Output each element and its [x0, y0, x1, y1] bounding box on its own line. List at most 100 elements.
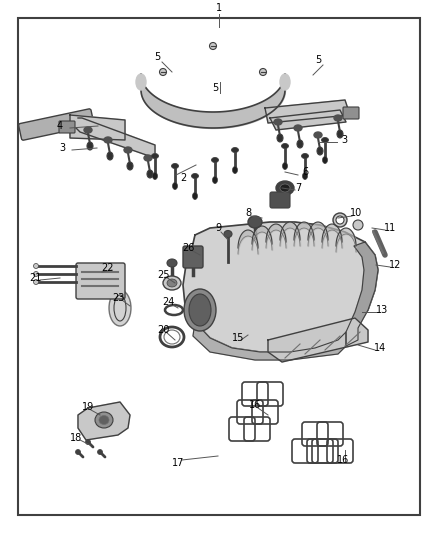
Ellipse shape	[322, 157, 328, 164]
Text: 25: 25	[157, 270, 169, 280]
Text: 5: 5	[154, 52, 160, 62]
Polygon shape	[70, 115, 125, 140]
Ellipse shape	[336, 216, 344, 224]
Text: 19: 19	[82, 402, 94, 412]
Polygon shape	[78, 402, 130, 440]
Ellipse shape	[167, 259, 177, 267]
Ellipse shape	[232, 148, 239, 152]
Text: 6: 6	[302, 167, 308, 177]
Ellipse shape	[152, 154, 159, 158]
Ellipse shape	[109, 290, 131, 326]
Ellipse shape	[321, 138, 328, 142]
Text: 11: 11	[384, 223, 396, 233]
Ellipse shape	[314, 132, 322, 138]
Ellipse shape	[212, 157, 219, 163]
Ellipse shape	[334, 115, 342, 121]
Text: 3: 3	[341, 135, 347, 145]
FancyBboxPatch shape	[270, 192, 290, 208]
Ellipse shape	[333, 213, 347, 227]
Text: 21: 21	[29, 273, 41, 283]
Text: 12: 12	[389, 260, 401, 270]
Ellipse shape	[95, 412, 113, 428]
Ellipse shape	[104, 137, 112, 143]
Ellipse shape	[189, 294, 211, 326]
Polygon shape	[270, 110, 346, 130]
Ellipse shape	[98, 449, 102, 455]
Text: 16: 16	[249, 400, 261, 410]
Text: 5: 5	[315, 55, 321, 65]
Ellipse shape	[33, 271, 39, 277]
Text: 22: 22	[102, 263, 114, 273]
Text: 13: 13	[376, 305, 388, 315]
Ellipse shape	[301, 154, 308, 158]
Ellipse shape	[248, 216, 262, 228]
Ellipse shape	[277, 134, 283, 142]
Text: 1: 1	[216, 3, 222, 13]
Text: 8: 8	[245, 208, 251, 218]
Ellipse shape	[191, 174, 198, 179]
Ellipse shape	[124, 147, 132, 153]
Text: 15: 15	[232, 333, 244, 343]
Ellipse shape	[274, 119, 282, 125]
Ellipse shape	[280, 74, 290, 90]
Ellipse shape	[233, 166, 237, 174]
Ellipse shape	[282, 143, 289, 149]
Ellipse shape	[172, 164, 179, 168]
Ellipse shape	[167, 279, 177, 287]
Polygon shape	[346, 242, 378, 346]
FancyBboxPatch shape	[76, 263, 125, 299]
Ellipse shape	[163, 276, 181, 290]
Ellipse shape	[224, 230, 232, 238]
Ellipse shape	[85, 440, 91, 445]
Ellipse shape	[144, 155, 152, 161]
Ellipse shape	[173, 182, 177, 190]
Ellipse shape	[337, 130, 343, 138]
Polygon shape	[183, 222, 378, 352]
Text: 26: 26	[182, 243, 194, 253]
Text: 9: 9	[215, 223, 221, 233]
Text: 20: 20	[157, 325, 169, 335]
Ellipse shape	[192, 192, 198, 199]
Text: 3: 3	[59, 143, 65, 153]
Text: 18: 18	[70, 433, 82, 443]
Ellipse shape	[127, 162, 133, 170]
Ellipse shape	[209, 43, 216, 50]
Ellipse shape	[294, 125, 302, 131]
Ellipse shape	[107, 152, 113, 160]
Text: 10: 10	[350, 208, 362, 218]
Ellipse shape	[87, 142, 93, 150]
FancyBboxPatch shape	[59, 121, 75, 133]
Text: 23: 23	[112, 293, 124, 303]
Ellipse shape	[283, 163, 287, 169]
Ellipse shape	[212, 176, 218, 183]
Ellipse shape	[353, 220, 363, 230]
Ellipse shape	[84, 127, 92, 133]
Ellipse shape	[136, 74, 146, 90]
Ellipse shape	[280, 184, 290, 192]
Ellipse shape	[303, 173, 307, 180]
Text: 7: 7	[295, 183, 301, 193]
Ellipse shape	[147, 170, 153, 178]
Ellipse shape	[99, 416, 109, 424]
Polygon shape	[268, 318, 368, 362]
Polygon shape	[193, 322, 346, 360]
Ellipse shape	[152, 173, 158, 180]
Text: 5: 5	[212, 83, 218, 93]
Polygon shape	[76, 118, 155, 158]
Text: 4: 4	[57, 121, 63, 131]
FancyBboxPatch shape	[343, 107, 359, 119]
Text: 2: 2	[180, 173, 186, 183]
Ellipse shape	[259, 69, 266, 76]
Polygon shape	[265, 100, 350, 123]
FancyBboxPatch shape	[183, 246, 203, 268]
Ellipse shape	[297, 140, 303, 148]
Ellipse shape	[184, 289, 216, 331]
Ellipse shape	[33, 279, 39, 285]
FancyBboxPatch shape	[19, 109, 94, 140]
Text: 24: 24	[162, 297, 174, 307]
Text: 14: 14	[374, 343, 386, 353]
Ellipse shape	[75, 449, 81, 455]
Ellipse shape	[33, 263, 39, 269]
Text: 17: 17	[172, 458, 184, 468]
Ellipse shape	[276, 181, 294, 195]
